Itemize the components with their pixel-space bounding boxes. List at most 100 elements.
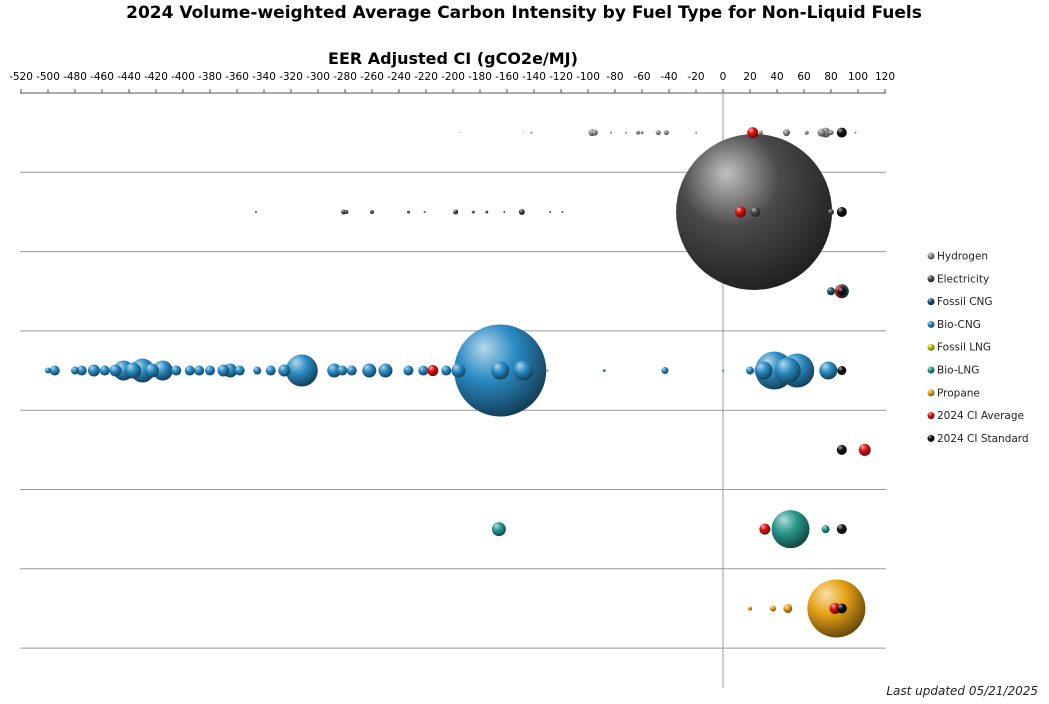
bio-cng-bubble (217, 364, 230, 377)
bio-cng-bubble (746, 366, 754, 375)
legend-label: Fossil LNG (937, 342, 991, 354)
2024-ci-average-marker (858, 443, 871, 456)
legend-swatch (927, 412, 935, 420)
legend-swatch (927, 343, 935, 351)
x-tick-label: -300 (306, 71, 330, 83)
2024-ci-standard-marker (836, 206, 847, 217)
x-tick-label: -400 (171, 71, 195, 83)
x-tick-label: 80 (824, 71, 837, 83)
x-tick-label: -380 (198, 71, 222, 83)
hydrogen-bubble (663, 130, 669, 136)
x-tick-label: -420 (144, 71, 168, 83)
bio-cng-bubble (378, 363, 393, 378)
legend-label: 2024 CI Standard (937, 433, 1029, 445)
legend-label: Fossil CNG (937, 296, 993, 308)
bio-cng-bubble (546, 369, 549, 372)
hydrogen-bubble (591, 129, 598, 136)
legend-swatch (927, 252, 935, 260)
bio-cng-bubble (819, 361, 838, 380)
bio-cng-bubble (278, 364, 291, 377)
bio-cng-bubble (71, 366, 79, 375)
x-tick-label: -480 (63, 71, 87, 83)
electricity-bubble (828, 208, 834, 215)
bio-cng-bubble (125, 362, 142, 379)
bio-cng-bubble (76, 365, 87, 376)
bio-cng-bubble (184, 365, 195, 376)
electricity-bubble (750, 206, 761, 217)
electricity-bubble (503, 210, 506, 213)
bio-cng-bubble (337, 365, 348, 376)
x-tick-label: -500 (36, 71, 60, 83)
bio-lng-bubble (821, 525, 830, 534)
bio-cng-bubble (661, 367, 669, 375)
bio-cng-bubble (327, 363, 342, 378)
x-tick-label: 0 (720, 71, 727, 83)
bio-cng-bubble (451, 363, 466, 378)
electricity-bubble (344, 209, 349, 214)
x-tick-label: -20 (687, 71, 704, 83)
x-tick-label: -200 (441, 71, 465, 83)
2024-ci-standard-marker (836, 524, 847, 535)
bio-lng-bubble (491, 522, 506, 537)
2024-ci-average-marker (735, 206, 747, 218)
bio-cng-bubble (265, 365, 276, 376)
electricity-bubble (518, 208, 525, 215)
hydrogen-bubble (530, 131, 533, 134)
bio-cng-bubble (194, 365, 205, 376)
bio-lng-bubble (771, 510, 810, 549)
x-tick-label: -240 (387, 71, 411, 83)
x-tick-label: 100 (848, 71, 868, 83)
bio-cng-bubble (144, 363, 159, 378)
bio-cng-bubble (441, 365, 452, 376)
legend-swatch (927, 298, 935, 306)
hydrogen-bubble (828, 130, 834, 136)
hydrogen-bubble (624, 131, 627, 134)
bio-cng-bubble (99, 365, 110, 376)
x-axis-ticks: -520 -500 -480 -460 -440 -420 -400 -380 -360 -340… (9, 71, 895, 93)
x-tick-label: -180 (468, 71, 492, 83)
legend-swatch (927, 389, 935, 397)
electricity-bubble (423, 210, 426, 213)
bio-cng-bubble (87, 364, 100, 377)
legend-swatch (927, 434, 935, 442)
x-tick-label: 20 (743, 71, 756, 83)
propane-bubble (783, 603, 793, 613)
bio-cng-bubble (722, 369, 724, 372)
hydrogen-bubble (817, 128, 826, 137)
legend-swatch (927, 320, 935, 328)
legend-swatch (927, 275, 935, 283)
electricity-bubble (561, 210, 564, 213)
legend-label: Hydrogen (937, 251, 988, 263)
electricity-bubble (453, 209, 459, 215)
electricity-bubble (370, 209, 374, 214)
x-tick-label: -460 (90, 71, 114, 83)
hydrogen-bubble (854, 131, 857, 134)
legend-label: Electricity (937, 273, 989, 285)
x-tick-label: -100 (576, 71, 600, 83)
chart-title: 2024 Volume-weighted Average Carbon Inte… (126, 3, 922, 23)
bio-cng-bubble (109, 364, 122, 377)
2024-ci-average-marker (747, 127, 759, 139)
x-tick-label: -260 (360, 71, 384, 83)
fossil-cng-bubble (827, 287, 835, 296)
hydrogen-bubble (758, 130, 763, 135)
bubble-layer (45, 127, 871, 638)
x-tick-label: -360 (225, 71, 249, 83)
legend: Hydrogen Electricity Fossil CNG Bio-CNG Foss… (927, 251, 1029, 445)
x-tick-label: -80 (606, 71, 623, 83)
bio-cng-bubble (491, 361, 510, 380)
x-tick-label: 40 (770, 71, 783, 83)
bio-cng-bubble (418, 365, 429, 376)
x-tick-label: -440 (117, 71, 141, 83)
2024-ci-standard-marker (836, 127, 847, 138)
bio-cng-bubble (253, 366, 262, 375)
bio-cng-bubble (49, 365, 60, 376)
hydrogen-bubble (609, 131, 612, 134)
hydrogen-bubble (804, 130, 809, 135)
legend-label: Bio-LNG (937, 365, 979, 377)
plot-grid (20, 92, 886, 688)
x-tick-label: -220 (414, 71, 438, 83)
electricity-bubble (254, 210, 257, 213)
x-tick-label: -60 (633, 71, 650, 83)
2024-ci-average-marker (427, 365, 439, 377)
